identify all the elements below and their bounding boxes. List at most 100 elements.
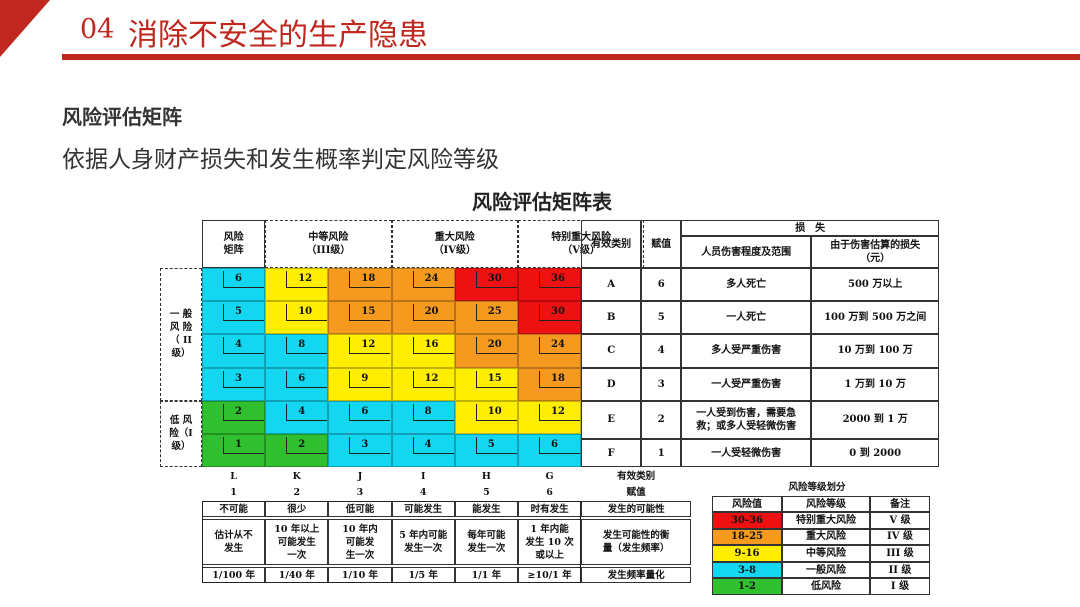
risk-cell: 12 <box>328 334 392 368</box>
risk-cell-value: 15 <box>487 372 502 384</box>
risk-cell: 6 <box>518 434 582 468</box>
header-accent-triangle <box>0 0 50 57</box>
bottom-row-label: 发生可能性的衡 量（发生频率） <box>581 519 692 566</box>
person-damage: 一人受严重伤害 <box>681 367 812 401</box>
effect-class: D <box>581 367 642 401</box>
risk-cell: 2 <box>202 400 266 434</box>
header-underline <box>62 54 1080 60</box>
risk-cell: 1 <box>202 434 266 468</box>
risk-cell-marker <box>223 370 264 388</box>
risk-cell-marker <box>349 337 391 355</box>
risk-cell-value: 30 <box>487 273 502 284</box>
effect-class: C <box>581 334 642 368</box>
effect-class: A <box>581 268 642 302</box>
page-title: 消除不安全的生产隐患 <box>128 18 428 53</box>
bottom-frequency: 5 年内可能 发生一次 <box>391 519 455 566</box>
risk-cell: 25 <box>454 301 518 335</box>
bottom-row-label: 发生频率量化 <box>581 567 692 584</box>
bottom-bottom_values: 1 <box>230 486 237 498</box>
effect-header: 有效类别 <box>581 220 642 268</box>
risk-cell-marker <box>475 370 517 388</box>
risk-cell: 3 <box>328 434 392 468</box>
risk-cell-marker <box>286 403 328 421</box>
risk-cell-value: 9 <box>361 372 369 384</box>
loss-header: 损 失 <box>681 220 940 236</box>
risk-cell: 10 <box>454 400 518 434</box>
assign-header: 赋值 <box>641 220 682 268</box>
bottom-row-label: 有效类别 <box>617 470 656 482</box>
legend-note: I 级 <box>870 578 930 595</box>
bottom-row-label: 赋值 <box>626 486 646 498</box>
risk-cell-marker <box>349 304 391 322</box>
risk-cell-value: 6 <box>361 405 369 417</box>
risk-cell-marker <box>286 271 328 288</box>
person-damage: 多人死亡 <box>681 268 812 302</box>
section-subtitle: 风险评估矩阵 <box>62 105 182 129</box>
risk-cell-marker <box>539 337 580 355</box>
risk-cell-marker <box>475 271 517 288</box>
assign-value: 1 <box>641 438 682 468</box>
assign-value: 2 <box>641 400 682 439</box>
corner-label: 风险 矩阵 <box>202 220 266 268</box>
risk-cell-marker <box>223 304 264 322</box>
bottom-bottom_values: 3 <box>356 486 364 498</box>
risk-cell-value: 18 <box>551 372 565 384</box>
risk-cell-marker <box>412 271 454 288</box>
risk-cell-value: 30 <box>551 306 565 318</box>
person-header: 人员伤害程度及范围 <box>681 236 812 268</box>
money-loss: 500 万以上 <box>811 268 940 302</box>
legend-range: 30-36 <box>712 512 782 529</box>
money-loss: 10 万到 100 万 <box>811 334 940 368</box>
risk-cell: 20 <box>454 334 518 368</box>
risk-cell-value: 6 <box>551 439 558 450</box>
money-loss: 2000 到 1 万 <box>811 400 940 439</box>
risk-cell-value: 5 <box>487 439 495 450</box>
risk-cell: 4 <box>202 334 266 368</box>
risk-cell-marker <box>223 437 264 454</box>
risk-cell-value: 36 <box>551 273 565 284</box>
risk-cell-value: 15 <box>361 306 376 318</box>
assign-value: 4 <box>641 334 682 368</box>
risk-cell-marker <box>286 304 328 322</box>
bottom-frequency: 1 年内能 发生 10 次 或以上 <box>518 519 582 566</box>
risk-cell-marker <box>412 437 454 454</box>
risk-cell: 12 <box>265 268 329 302</box>
bottom-bottom_letters: L <box>230 470 237 482</box>
risk-cell-value: 12 <box>551 405 565 417</box>
risk-cell-value: 12 <box>424 372 439 384</box>
risk-cell-value: 20 <box>424 306 439 318</box>
risk-cell-value: 10 <box>487 405 502 417</box>
bottom-frequency: 10 年以上 可能发生 一次 <box>265 519 329 566</box>
risk-cell: 30 <box>518 301 582 335</box>
bottom-frequency: 10 年内 可能发 生一次 <box>328 519 392 566</box>
risk-cell-marker <box>412 304 454 322</box>
money-loss: 1 万到 10 万 <box>811 367 940 401</box>
risk-cell-marker <box>349 370 391 388</box>
bottom-bottom_letters: G <box>545 470 554 482</box>
bottom-table-frame <box>202 501 582 584</box>
person-damage: 一人受到伤害，需要急 救；或多人受轻微伤害 <box>681 400 812 439</box>
risk-cell-marker <box>286 370 328 388</box>
risk-cell: 30 <box>454 268 518 302</box>
money-header: 由于伤害估算的损失 （元） <box>811 236 940 268</box>
risk-cell: 10 <box>265 301 329 335</box>
legend-range: 1-2 <box>712 578 782 595</box>
risk-cell-value: 1 <box>235 439 242 450</box>
risk-cell-marker <box>475 304 517 322</box>
bottom-frequency: 每年可能 发生一次 <box>454 519 518 566</box>
risk-cell-marker <box>223 403 264 421</box>
risk-cell: 6 <box>328 400 392 434</box>
legend-level: 特别重大风险 <box>782 512 870 529</box>
risk-cell-value: 24 <box>551 339 565 351</box>
risk-cell: 18 <box>518 367 582 401</box>
risk-cell: 4 <box>265 400 329 434</box>
section-number: 04 <box>80 14 115 45</box>
risk-cell-marker <box>539 437 580 454</box>
risk-cell-value: 3 <box>361 439 369 450</box>
risk-cell-value: 25 <box>487 306 502 318</box>
risk-cell: 15 <box>328 301 392 335</box>
risk-cell: 12 <box>391 367 455 401</box>
legend-level: 低风险 <box>782 578 870 595</box>
risk-cell-marker <box>539 370 580 388</box>
risk-cell-value: 6 <box>298 372 306 384</box>
